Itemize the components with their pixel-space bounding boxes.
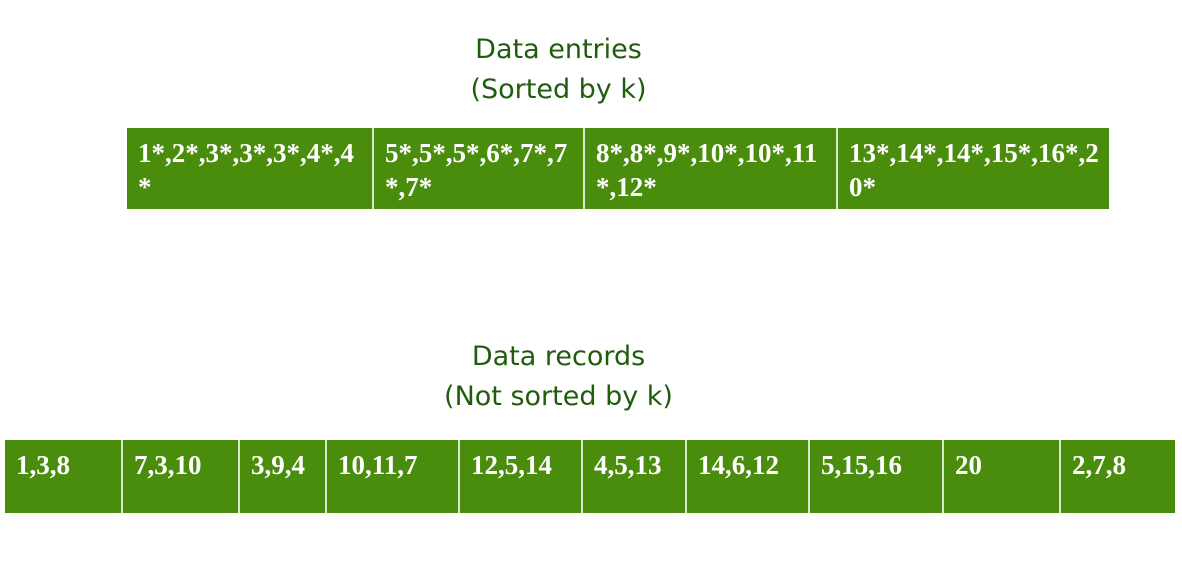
data-entry-page: 13*,14*,14*,15*,16*,20* xyxy=(836,128,1109,209)
data-record-page: 1,3,8 xyxy=(16,450,70,480)
data-record-page: 4,5,13 xyxy=(581,440,685,513)
data-entries-strip: 1*,2*,3*,3*,3*,4*,4* 5*,5*,5*,6*,7*,7*,7… xyxy=(127,126,1109,209)
data-record-page: 2,7,8 xyxy=(1059,440,1175,513)
data-record-page: 7,3,10 xyxy=(121,440,238,513)
data-records-subtitle: (Not sorted by k) xyxy=(444,381,673,412)
data-record-page: 10,11,7 xyxy=(325,440,458,513)
data-records-title: Data records xyxy=(471,341,646,372)
data-record-page: 12,5,14 xyxy=(458,440,581,513)
data-entries-heading: Data entries (Sorted by k) xyxy=(0,30,1117,110)
data-record-page: 14,6,12 xyxy=(685,440,808,513)
data-entry-page: 5*,5*,5*,6*,7*,7*,7* xyxy=(372,128,583,209)
data-record-page: 3,9,4 xyxy=(238,440,325,513)
data-records-heading: Data records (Not sorted by k) xyxy=(0,337,1117,417)
data-record-page: 5,15,16 xyxy=(808,440,942,513)
data-records-strip: 1,3,8 7,3,10 3,9,4 10,11,7 12,5,14 4,5,1… xyxy=(5,440,1175,513)
data-entry-page: 8*,8*,9*,10*,10*,11*,12* xyxy=(583,128,836,209)
data-entry-page: 1*,2*,3*,3*,3*,4*,4* xyxy=(138,138,354,202)
data-entries-subtitle: (Sorted by k) xyxy=(470,74,647,105)
data-record-page: 20 xyxy=(942,440,1059,513)
data-entries-title: Data entries xyxy=(475,34,642,65)
